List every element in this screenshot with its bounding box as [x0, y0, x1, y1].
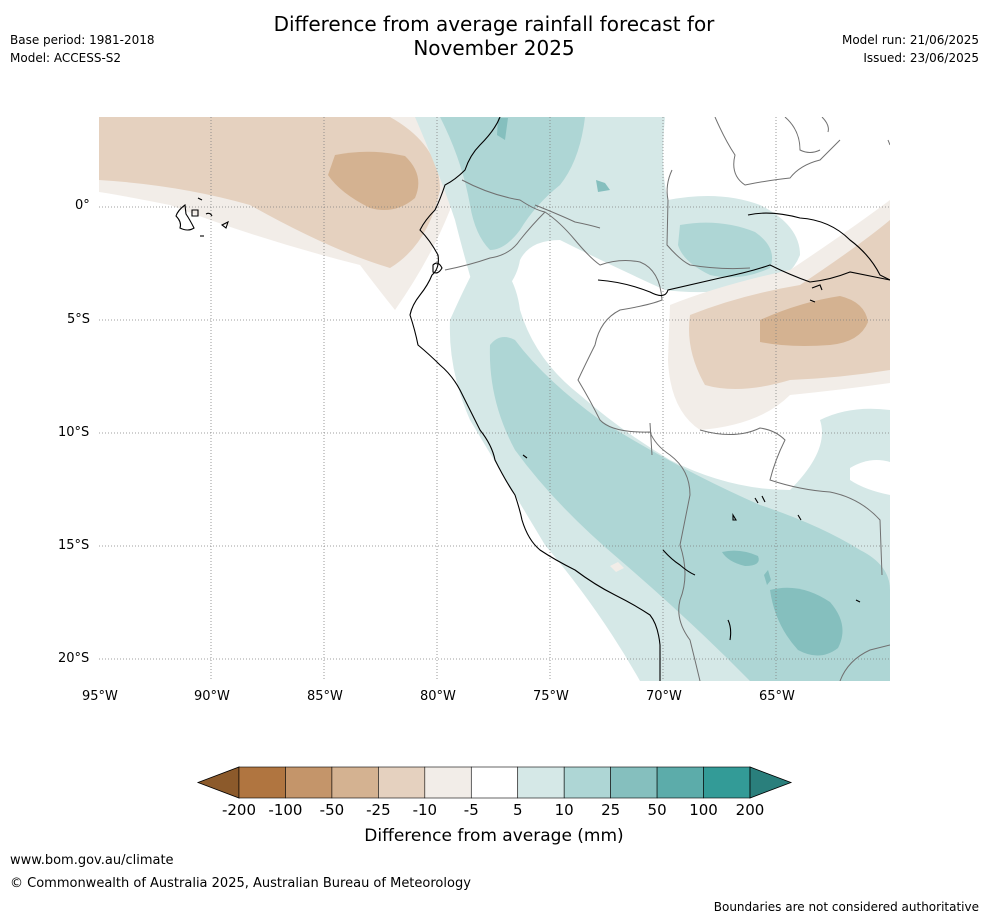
map-field: [99, 117, 890, 681]
dry-speck-pacific-south: [610, 562, 624, 572]
lat-label-0: 0°: [75, 198, 90, 213]
issued-text: Issued: 23/06/2025: [863, 51, 979, 65]
lon-label-80w: 80°W: [420, 689, 456, 704]
lon-label-75w: 75°W: [533, 689, 569, 704]
dry-zone-amazon-mid: [689, 220, 890, 389]
lon-label-65w: 65°W: [759, 689, 795, 704]
colorbar-tick-label: -50: [319, 801, 345, 819]
colorbar-tick-label: 200: [735, 801, 765, 819]
lon-label-85w: 85°W: [307, 689, 343, 704]
base-period-text: Base period: 1981-2018: [10, 33, 155, 47]
colorbar-tick-label: -10: [412, 801, 438, 819]
model-text: Model: ACCESS-S2: [10, 51, 122, 65]
lat-label-15s: 15°S: [58, 538, 90, 553]
colorbar-tick-label: -200: [221, 801, 257, 819]
wet-zone-south-core-c: [764, 570, 771, 585]
meta-left: Base period: 1981-2018 Model: ACCESS-S2: [10, 31, 155, 67]
dry-zone-pacific-core: [328, 151, 419, 211]
dry-zone-amazon-core: [760, 296, 868, 346]
title-line-2: November 2025: [413, 36, 575, 60]
colorbar-tick-label: -100: [268, 801, 303, 819]
footer-disclaimer: Boundaries are not considered authoritat…: [713, 900, 979, 914]
wet-zone-north-mid: [440, 117, 585, 250]
wet-zone-north-east: [678, 222, 773, 278]
meta-right: Model run: 21/06/2025 Issued: 23/06/2025: [842, 31, 979, 67]
lat-label-20s: 20°S: [58, 651, 90, 666]
footer-copyright: © Commonwealth of Australia 2025, Austra…: [10, 876, 471, 891]
colorbar-tick-label: 10: [554, 801, 574, 819]
wet-zone-south-core-a: [722, 550, 759, 566]
colorbar-tick-label: 50: [647, 801, 667, 819]
coastlines: [175, 117, 890, 681]
colorbar-tick-label: 25: [601, 801, 621, 819]
colorbar-tick-label: 5: [512, 801, 523, 819]
wet-zone-north-speck: [596, 180, 610, 192]
lon-label-90w: 90°W: [194, 689, 230, 704]
neutral-gap-east: [850, 460, 890, 495]
colorbar-label: Difference from average (mm): [364, 826, 624, 846]
wet-zone-north-speck2: [497, 118, 508, 140]
lat-label-5s: 5°S: [67, 312, 91, 327]
lon-label-95w: 95°W: [82, 689, 118, 704]
title-line-1: Difference from average rainfall forecas…: [273, 12, 715, 36]
lon-label-70w: 70°W: [646, 689, 682, 704]
country-borders: [444, 117, 890, 681]
wet-zone-south-core-b: [770, 587, 843, 656]
footer-url: www.bom.gov.au/climate: [10, 853, 174, 868]
colorbar-tick-label: -5: [463, 801, 479, 819]
colorbar-tick-label: -25: [366, 801, 391, 819]
colorbar-tick-label: 100: [689, 801, 718, 819]
model-run-text: Model run: 21/06/2025: [841, 33, 979, 47]
lat-label-10s: 10°S: [58, 425, 90, 440]
map-title: Difference from average rainfall forecas…: [0, 12, 988, 60]
